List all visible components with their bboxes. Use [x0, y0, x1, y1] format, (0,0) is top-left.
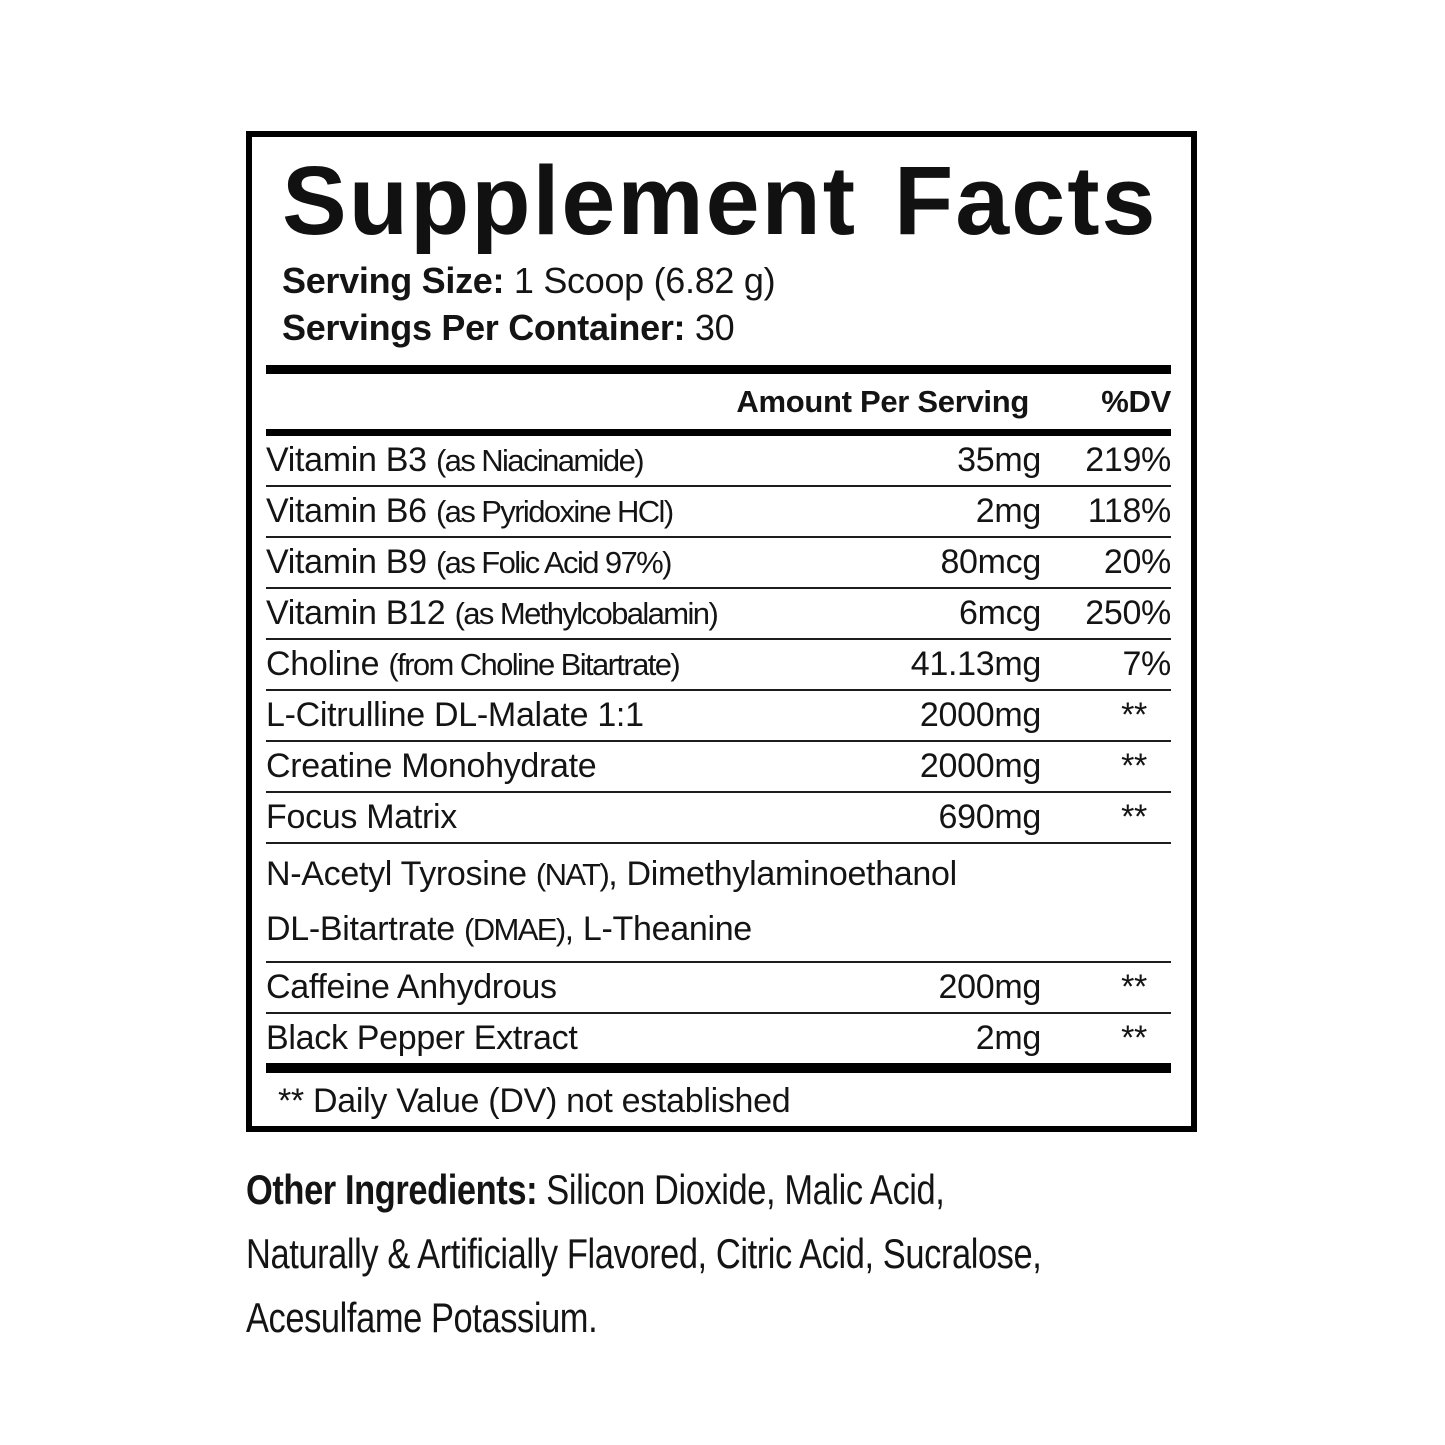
ingredient-name: Vitamin B9 (as Folic Acid 97%)	[266, 543, 673, 581]
ingredient-amount: 690mg	[938, 798, 1042, 836]
ingredient-amount: 2000mg	[919, 747, 1041, 785]
ingredient-row-focus-matrix: Focus Matrix 690mg **	[266, 791, 1171, 842]
serving-size-line: Serving Size: 1 Scoop (6.82 g)	[266, 257, 1171, 304]
dv-footnote: ** Daily Value (DV) not established	[278, 1082, 791, 1120]
ingredient-source: (as Pyridoxine HCl)	[435, 494, 674, 529]
ingredient-dv: 250%	[1085, 594, 1171, 632]
divider-thick-top	[266, 365, 1171, 374]
ingredient-row-vitamin-b12: Vitamin B12 (as Methylcobalamin) 6mcg 25…	[266, 587, 1171, 638]
ingredient-source: (as Methylcobalamin)	[454, 596, 719, 631]
ingredient-dv: 219%	[1085, 441, 1171, 479]
table-header-row: Amount Per Serving %DV	[266, 374, 1171, 429]
percent-dv-header: %DV	[1101, 383, 1171, 419]
ingredient-dv: 7%	[1122, 645, 1171, 683]
ingredient-amount: 2mg	[975, 492, 1042, 530]
ingredient-name: Vitamin B6 (as Pyridoxine HCl)	[266, 492, 674, 530]
ingredient-row-l-citrulline: L-Citrulline DL-Malate 1:1 2000mg **	[266, 689, 1171, 740]
ingredient-amount: 35mg	[957, 441, 1041, 479]
amount-per-serving-header: Amount Per Serving	[736, 383, 1029, 419]
ingredient-dv: 118%	[1087, 492, 1172, 530]
focus-matrix-components-line1: N-Acetyl Tyrosine (NAT), Dimethylaminoet…	[266, 855, 957, 893]
ingredient-row-black-pepper: Black Pepper Extract 2mg **	[266, 1012, 1171, 1063]
other-ingredients-line2: Naturally & Artificially Flavored, Citri…	[246, 1230, 1042, 1277]
ingredient-name: Black Pepper Extract	[266, 1019, 578, 1057]
ingredient-amount: 41.13mg	[910, 645, 1042, 683]
ingredient-amount: 200mg	[938, 968, 1042, 1006]
ingredient-dv: **	[1121, 696, 1147, 734]
ingredient-amount: 80mcg	[940, 543, 1041, 581]
ingredient-row-caffeine: Caffeine Anhydrous 200mg **	[266, 961, 1171, 1012]
ingredient-name: Focus Matrix	[266, 798, 457, 836]
ingredient-source: (as Folic Acid 97%)	[435, 545, 673, 580]
ingredient-row-choline: Choline (from Choline Bitartrate) 41.13m…	[266, 638, 1171, 689]
ingredient-dv: **	[1121, 798, 1147, 836]
ingredient-name: Creatine Monohydrate	[266, 747, 597, 785]
supplement-facts-title: Supplement Facts	[282, 146, 1158, 255]
ingredient-amount: 6mcg	[959, 594, 1041, 632]
servings-per-container-line: Servings Per Container: 30	[266, 304, 1171, 351]
ingredient-name: Vitamin B3 (as Niacinamide)	[266, 441, 645, 479]
serving-size-label: Serving Size:	[282, 260, 505, 301]
other-ingredients-line3: Acesulfame Potassium.	[246, 1294, 598, 1341]
ingredient-name: L-Citrulline DL-Malate 1:1	[266, 696, 644, 734]
ingredient-row-vitamin-b9: Vitamin B9 (as Folic Acid 97%) 80mcg 20%	[266, 536, 1171, 587]
ingredient-row-creatine: Creatine Monohydrate 2000mg **	[266, 740, 1171, 791]
ingredient-amount: 2mg	[975, 1019, 1042, 1057]
ingredient-dv: **	[1121, 747, 1147, 785]
ingredient-row-vitamin-b3: Vitamin B3 (as Niacinamide) 35mg 219%	[266, 436, 1171, 485]
ingredient-amount: 2000mg	[919, 696, 1041, 734]
other-ingredients-line1-text: Silicon Dioxide, Malic Acid,	[546, 1166, 945, 1213]
other-ingredients-section: Other Ingredients: Silicon Dioxide, Mali…	[246, 1158, 1214, 1350]
ingredient-name: Caffeine Anhydrous	[266, 968, 557, 1006]
serving-size-value: 1 Scoop (6.82 g)	[513, 260, 776, 301]
servings-per-container-value: 30	[694, 307, 735, 348]
focus-matrix-components: N-Acetyl Tyrosine (NAT), Dimethylaminoet…	[266, 842, 1171, 961]
ingredient-name: Choline (from Choline Bitartrate)	[266, 645, 681, 683]
focus-matrix-components-line2: DL-Bitartrate (DMAE), L-Theanine	[266, 910, 752, 948]
ingredient-source: (as Niacinamide)	[435, 443, 645, 478]
divider-thick-header	[266, 429, 1171, 436]
supplement-facts-panel: Supplement Facts Serving Size: 1 Scoop (…	[246, 131, 1197, 1132]
divider-thick-bottom	[266, 1063, 1171, 1073]
ingredient-dv: 20%	[1103, 543, 1171, 581]
ingredient-dv: **	[1121, 968, 1147, 1006]
ingredient-row-vitamin-b6: Vitamin B6 (as Pyridoxine HCl) 2mg 118%	[266, 485, 1171, 536]
ingredient-source: (from Choline Bitartrate)	[388, 647, 680, 682]
servings-per-container-label: Servings Per Container:	[282, 307, 686, 348]
ingredient-name: Vitamin B12 (as Methylcobalamin)	[266, 594, 719, 632]
ingredient-dv: **	[1121, 1019, 1147, 1057]
other-ingredients-line1: Other Ingredients: Silicon Dioxide, Mali…	[246, 1158, 1214, 1222]
other-ingredients-label: Other Ingredients:	[246, 1166, 538, 1213]
